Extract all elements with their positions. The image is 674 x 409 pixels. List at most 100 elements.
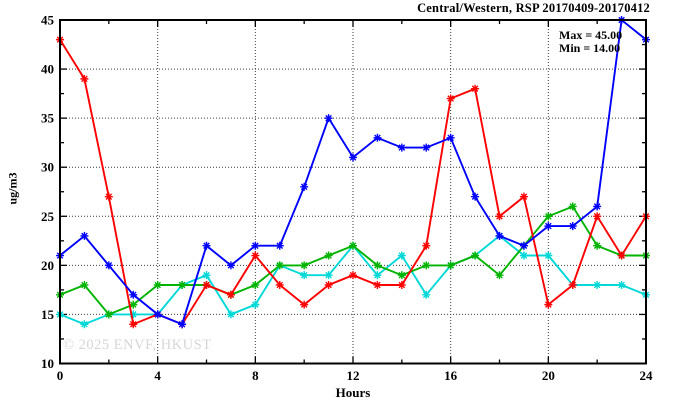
cyan-series-marker [202,271,211,280]
green-series-marker [104,310,113,319]
red-series-marker [129,320,138,329]
blue-series-marker [544,222,553,231]
green-series-marker [324,251,333,260]
y-tick-label: 10 [41,356,54,371]
y-tick-label: 20 [41,258,54,273]
x-axis-label: Hours [335,385,371,400]
red-series-marker [446,94,455,103]
min-value-label: Min = 14.00 [559,41,621,55]
cyan-series-marker [80,320,89,329]
x-tick-label: 12 [347,368,360,383]
blue-series-marker [300,182,309,191]
blue-series-marker [495,231,504,240]
red-series-marker [617,251,626,260]
green-series-marker [300,261,309,270]
cyan-series-marker [519,251,528,260]
x-tick-label: 4 [154,368,161,383]
green-series-marker [495,271,504,280]
max-min-legend: Max = 45.00 Min = 14.00 [559,29,622,55]
y-tick-label: 30 [41,160,54,175]
red-series-marker [519,192,528,201]
x-tick-label: 24 [640,368,654,383]
blue-series-marker [202,241,211,250]
green-series-marker [593,241,602,250]
blue-series-marker [178,320,187,329]
red-series-marker [202,280,211,289]
y-axis-label: ug/m3 [5,172,20,205]
blue-series-marker [129,290,138,299]
red-series-marker [324,280,333,289]
green-series-marker [397,271,406,280]
cyan-series-marker [617,280,626,289]
chart-title: Central/Western, RSP 20170409-20170412 [417,1,650,15]
green-series-marker [129,300,138,309]
y-tick-label: 35 [41,111,55,126]
cyan-series-marker [251,300,260,309]
cyan-series-marker [422,290,431,299]
x-tick-label: 16 [444,368,458,383]
blue-series-marker [373,133,382,142]
red-series-marker [349,271,357,280]
red-series-marker [80,74,89,83]
y-tick-label: 45 [41,13,55,28]
blue-series-marker [275,241,284,250]
blue-series-marker [397,143,406,152]
y-tick-label: 25 [41,209,55,224]
x-tick-label: 20 [542,368,555,383]
green-series-marker [471,251,480,260]
red-series-marker [275,280,284,289]
red-series-marker [397,280,406,289]
y-tick-label: 15 [41,307,55,322]
red-series-marker [471,84,480,93]
red-series-marker [226,290,235,299]
green-series-marker [422,261,431,270]
red-series-marker [593,212,602,221]
blue-series-marker [519,241,528,250]
x-tick-label: 0 [57,368,64,383]
blue-series-marker [446,133,455,142]
blue-series-marker [153,310,162,319]
blue-series-marker [251,241,260,250]
blue-series-marker [324,114,333,123]
cyan-series-marker [129,310,138,319]
blue-series-marker [104,261,113,270]
plot-border [59,19,647,365]
green-series-marker [178,280,187,289]
green-series-marker [275,261,284,270]
red-series-marker [568,280,577,289]
x-tick-label: 8 [252,368,259,383]
green-series-marker [568,202,577,211]
green-series-marker [251,280,260,289]
cyan-series-marker [544,251,553,260]
blue-series-marker [593,202,602,211]
red-series-marker [544,300,553,309]
blue-series-marker [568,222,577,231]
blue-series-marker [349,153,357,162]
green-series-marker [373,261,382,270]
green-series-marker [544,212,553,221]
green-series-marker [349,241,357,250]
red-series-marker [373,280,382,289]
max-value-label: Max = 45.00 [559,28,623,42]
cyan-series-marker [226,310,235,319]
green-series-marker [80,280,89,289]
cyan-series-marker [397,251,406,260]
red-series-marker [495,212,504,221]
y-tick-label: 40 [41,62,54,77]
blue-series-marker [471,192,480,201]
red-series-marker [251,251,260,260]
cyan-series-marker [373,271,382,280]
watermark-text: © 2025 ENVF, HKUST [63,337,212,353]
blue-series-marker [226,261,235,270]
red-series-marker [104,192,113,201]
cyan-series-marker [324,271,333,280]
red-series-marker [422,241,431,250]
green-series-marker [446,261,455,270]
green-series-marker [153,280,162,289]
red-series-marker [300,300,309,309]
cyan-series-marker [300,271,309,280]
blue-series-marker [80,231,89,240]
cyan-series-marker [593,280,602,289]
